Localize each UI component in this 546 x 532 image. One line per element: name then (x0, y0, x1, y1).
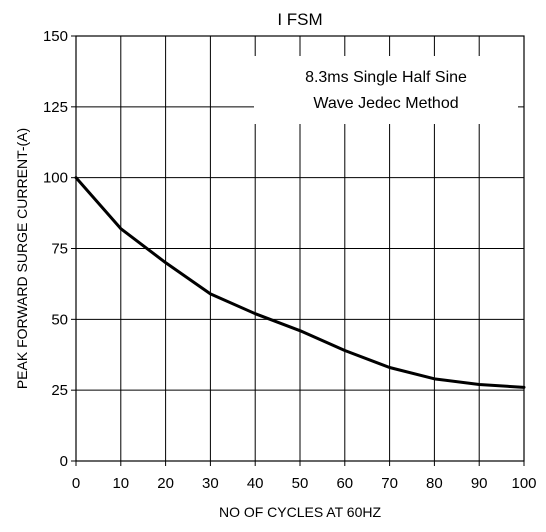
x-tick-label: 10 (112, 475, 129, 492)
x-tick-label: 40 (247, 475, 264, 492)
y-axis-title: PEAK FORWARD SURGE CURRENT-(A) (14, 128, 30, 389)
x-tick-label: 20 (157, 475, 174, 492)
chart-title: I FSM (277, 10, 322, 29)
y-tick-label: 25 (51, 382, 68, 399)
x-tick-label: 90 (471, 475, 488, 492)
y-tick-label: 100 (43, 170, 68, 187)
y-tick-label: 75 (51, 241, 68, 258)
x-axis-title: NO OF CYCLES AT 60HZ (219, 504, 382, 520)
annotation-line-1: 8.3ms Single Half Sine (305, 69, 467, 86)
y-tick-label: 0 (60, 453, 68, 470)
x-tick-label: 50 (292, 475, 309, 492)
x-tick-label: 80 (426, 475, 443, 492)
annotation-box: 8.3ms Single Half Sine Wave Jedec Method (254, 56, 518, 124)
x-tick-label: 0 (72, 475, 80, 492)
y-tick-label: 50 (51, 311, 68, 328)
x-tick-label: 60 (336, 475, 353, 492)
annotation-line-2: Wave Jedec Method (313, 95, 458, 112)
x-tick-label: 30 (202, 475, 219, 492)
y-tick-label: 125 (43, 99, 68, 116)
annotation-background (254, 56, 518, 124)
x-tick-label: 100 (511, 475, 536, 492)
y-tick-label: 150 (43, 28, 68, 45)
x-tick-label: 70 (381, 475, 398, 492)
